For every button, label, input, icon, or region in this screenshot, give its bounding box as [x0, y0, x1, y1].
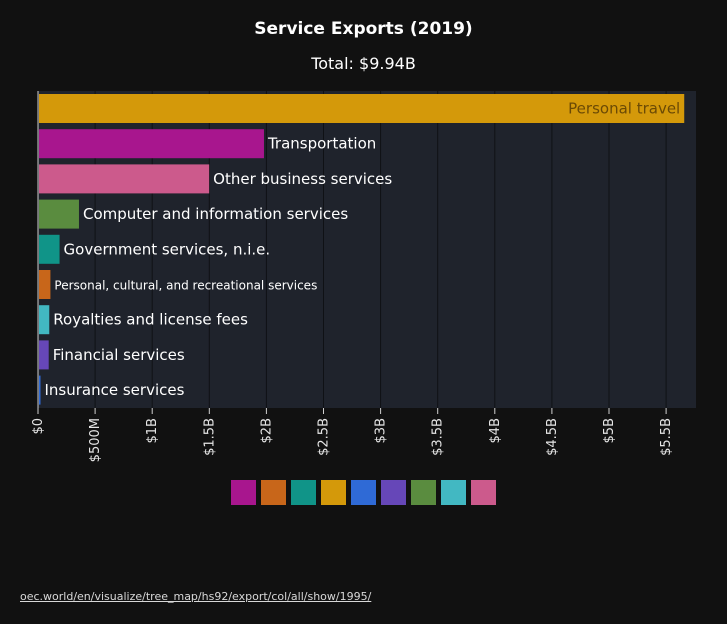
x-tick-label: $1B — [145, 418, 160, 443]
bar — [39, 199, 79, 229]
bar — [39, 164, 210, 194]
x-tick-label: $4.5B — [545, 418, 560, 456]
x-tick-label: $3.5B — [431, 418, 446, 456]
legend-swatch — [351, 480, 376, 505]
legend-swatch — [291, 480, 316, 505]
bar-label: Royalties and license fees — [53, 311, 248, 329]
x-tick-label: $1.5B — [202, 418, 217, 456]
x-tick-label: $2.5B — [317, 418, 332, 456]
bar-label: Government services, n.i.e. — [64, 240, 271, 258]
chart-subtitle: Total: $9.94B — [311, 54, 416, 73]
bar — [39, 270, 51, 299]
x-tick-label: $5.5B — [659, 418, 674, 456]
legend-swatch — [231, 480, 256, 505]
x-tick-label: $5B — [602, 418, 617, 443]
x-tick-label: $500M — [88, 418, 103, 462]
bar — [39, 94, 685, 123]
bar-label: Transportation — [267, 135, 376, 153]
bar — [39, 234, 60, 264]
legend-swatch — [381, 480, 406, 505]
bar — [39, 129, 264, 159]
legend-swatch — [441, 480, 466, 505]
bar — [39, 305, 50, 335]
legend-swatch — [261, 480, 286, 505]
bar-label: Personal travel — [568, 100, 680, 118]
legend-swatch — [321, 480, 346, 505]
chart-title: Service Exports (2019) — [254, 19, 473, 39]
x-tick-label: $2B — [259, 418, 274, 443]
x-tick-label: $0 — [31, 418, 46, 435]
bar-label: Computer and information services — [83, 205, 348, 223]
source-link[interactable]: oec.world/en/visualize/tree_map/hs92/exp… — [20, 590, 372, 603]
bar-label: Financial services — [53, 346, 185, 364]
bar-label: Insurance services — [45, 381, 185, 399]
x-tick-label: $3B — [374, 418, 389, 443]
x-tick-label: $4B — [488, 418, 503, 443]
bar-label: Personal, cultural, and recreational ser… — [54, 279, 317, 293]
bar-label: Other business services — [213, 170, 392, 188]
bar — [39, 340, 49, 370]
bar — [39, 375, 41, 405]
legend-swatch — [411, 480, 436, 505]
legend-swatch — [471, 480, 496, 505]
